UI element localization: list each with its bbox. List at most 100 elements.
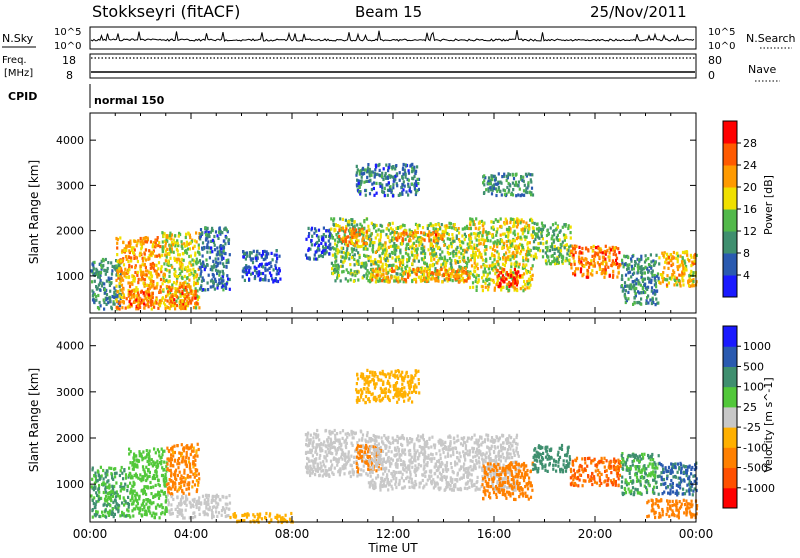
heatmap-cell bbox=[363, 248, 365, 251]
heatmap-cell bbox=[184, 245, 186, 248]
heatmap-cell bbox=[459, 240, 461, 243]
heatmap-cell bbox=[202, 262, 204, 265]
heatmap-cell bbox=[603, 276, 605, 279]
heatmap-cell bbox=[386, 183, 388, 186]
heatmap-cell bbox=[380, 224, 382, 227]
heatmap-cell bbox=[496, 275, 498, 278]
heatmap-cell bbox=[420, 242, 422, 245]
heatmap-cell bbox=[527, 181, 529, 184]
heatmap-cell bbox=[149, 481, 151, 484]
heatmap-cell bbox=[198, 244, 200, 247]
nsearch-tick-bottom: 10^0 bbox=[708, 41, 735, 52]
heatmap-cell bbox=[520, 175, 522, 178]
heatmap-cell bbox=[185, 267, 187, 270]
heatmap-cell bbox=[173, 251, 175, 254]
heatmap-cell bbox=[631, 265, 633, 268]
heatmap-cell bbox=[371, 183, 373, 186]
heatmap-cell bbox=[497, 269, 499, 272]
heatmap-cell bbox=[162, 506, 164, 509]
heatmap-cell bbox=[330, 247, 332, 250]
heatmap-cell bbox=[152, 262, 154, 265]
heatmap-cell bbox=[370, 174, 372, 177]
heatmap-cell bbox=[100, 304, 102, 307]
heatmap-cell bbox=[373, 241, 375, 244]
heatmap-cell bbox=[102, 264, 104, 267]
heatmap-cell bbox=[246, 255, 248, 258]
heatmap-cell bbox=[535, 247, 537, 250]
heatmap-cell bbox=[210, 279, 212, 282]
heatmap-cell bbox=[527, 282, 529, 285]
heatmap-cell bbox=[407, 243, 409, 246]
heatmap-cell bbox=[415, 244, 417, 247]
heatmap-cell bbox=[162, 235, 164, 238]
heatmap-cell bbox=[456, 270, 458, 273]
heatmap-cell bbox=[119, 295, 121, 298]
heatmap-cell bbox=[405, 247, 407, 250]
heatmap-cell bbox=[578, 255, 580, 258]
power-ylabel: Slant Range [km] bbox=[27, 160, 41, 264]
heatmap-cell bbox=[150, 486, 152, 489]
heatmap-cell bbox=[463, 271, 465, 274]
heatmap-cell bbox=[106, 293, 108, 296]
heatmap-cell bbox=[242, 250, 244, 253]
heatmap-cell bbox=[181, 267, 183, 270]
heatmap-cell bbox=[124, 483, 126, 486]
heatmap-cell bbox=[655, 254, 657, 257]
heatmap-cell bbox=[469, 221, 471, 224]
heatmap-cell bbox=[150, 492, 152, 495]
heatmap-cell bbox=[475, 233, 477, 236]
heatmap-cell bbox=[459, 280, 461, 283]
heatmap-cell bbox=[361, 239, 363, 242]
heatmap-cell bbox=[510, 275, 512, 278]
heatmap-cell bbox=[404, 266, 406, 269]
nsky-trace bbox=[91, 30, 694, 41]
heatmap-cell bbox=[634, 264, 636, 267]
heatmap-cell bbox=[339, 225, 341, 228]
heatmap-cell bbox=[577, 267, 579, 270]
heatmap-cell bbox=[175, 289, 177, 292]
heatmap-cell bbox=[177, 466, 179, 469]
heatmap-cell bbox=[539, 249, 541, 252]
heatmap-cell bbox=[545, 241, 547, 244]
heatmap-cell bbox=[467, 257, 469, 260]
heatmap-cell bbox=[556, 236, 558, 239]
heatmap-cell bbox=[116, 246, 118, 249]
heatmap-cell bbox=[141, 246, 143, 249]
heatmap-cell bbox=[131, 495, 133, 498]
heatmap-cell bbox=[392, 165, 394, 168]
heatmap-cell bbox=[111, 269, 113, 272]
heatmap-cell bbox=[156, 270, 158, 273]
heatmap-cell bbox=[181, 300, 183, 303]
heatmap-cell bbox=[394, 231, 396, 234]
heatmap-cell bbox=[104, 509, 106, 512]
heatmap-cell bbox=[328, 239, 330, 242]
heatmap-cell bbox=[139, 254, 141, 257]
heatmap-cell bbox=[152, 464, 154, 467]
heatmap-cell bbox=[98, 484, 100, 487]
heatmap-cell bbox=[574, 247, 576, 250]
heatmap-cell bbox=[165, 268, 167, 271]
heatmap-cell bbox=[197, 443, 199, 446]
heatmap-cell bbox=[375, 251, 377, 254]
heatmap-cell bbox=[523, 194, 525, 197]
heatmap-cell bbox=[346, 247, 348, 250]
heatmap-cell bbox=[122, 477, 124, 480]
heatmap-cell bbox=[515, 174, 517, 177]
colorbar-tick-label: 12 bbox=[743, 225, 757, 238]
heatmap-cell bbox=[110, 499, 112, 502]
heatmap-cell bbox=[674, 275, 676, 278]
heatmap-cell bbox=[392, 186, 394, 189]
heatmap-cell bbox=[375, 276, 377, 279]
heatmap-cell bbox=[170, 305, 172, 308]
heatmap-cell bbox=[648, 263, 650, 266]
heatmap-cell bbox=[165, 241, 167, 244]
heatmap-cell bbox=[684, 251, 686, 254]
heatmap-cell bbox=[409, 246, 411, 249]
heatmap-cell bbox=[322, 236, 324, 239]
heatmap-cell bbox=[581, 257, 583, 260]
heatmap-cell bbox=[93, 267, 95, 270]
heatmap-cell bbox=[377, 260, 379, 263]
heatmap-cell bbox=[489, 186, 491, 189]
heatmap-cell bbox=[113, 287, 115, 290]
heatmap-cell bbox=[108, 483, 110, 486]
